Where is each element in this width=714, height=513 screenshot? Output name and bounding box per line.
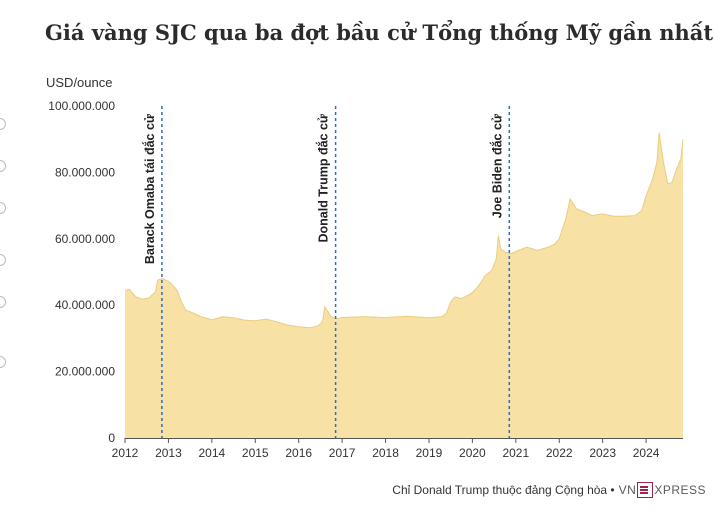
x-tick-label: 2023 bbox=[589, 446, 616, 460]
chart-title: Giá vàng SJC qua ba đợt bầu cử Tổng thốn… bbox=[45, 20, 714, 45]
x-tick-label: 2020 bbox=[459, 446, 486, 460]
election-marker-label: Donald Trump đắc cử bbox=[316, 113, 331, 242]
y-tick-label: 40.000.000 bbox=[55, 298, 115, 312]
x-tick-label: 2012 bbox=[112, 446, 139, 460]
y-axis-unit-label: USD/ounce bbox=[46, 75, 113, 90]
y-tick-label: 80.000.000 bbox=[55, 165, 115, 179]
x-tick-label: 2014 bbox=[198, 446, 225, 460]
x-tick-label: 2015 bbox=[242, 446, 269, 460]
y-tick-label: 100.000.000 bbox=[48, 99, 115, 113]
price-area bbox=[125, 132, 683, 438]
x-tick-label: 2022 bbox=[546, 446, 573, 460]
election-marker-label: Barack Omaba tái đắc cử bbox=[142, 113, 157, 264]
footer: Chỉ Donald Trump thuộc đảng Cộng hòa • V… bbox=[392, 482, 706, 498]
y-tick-label: 0 bbox=[108, 431, 115, 445]
election-marker-label: Joe Biden đắc cử bbox=[489, 113, 504, 218]
vnexpress-logo-icon bbox=[637, 482, 654, 498]
x-tick-label: 2013 bbox=[155, 446, 182, 460]
footer-note: Chỉ Donald Trump thuộc đảng Cộng hòa • bbox=[392, 483, 615, 497]
x-tick-label: 2018 bbox=[372, 446, 399, 460]
price-line bbox=[124, 132, 684, 329]
x-tick-label: 2019 bbox=[416, 446, 443, 460]
gold-price-chart: 0 20.000.000 40.000.000 60.000.000 80.000.00… bbox=[48, 99, 684, 460]
y-tick-label: 60.000.000 bbox=[55, 232, 115, 246]
x-tick-label: 2021 bbox=[502, 446, 529, 460]
y-tick-label: 20.000.000 bbox=[55, 365, 115, 379]
x-tick-label: 2017 bbox=[329, 446, 356, 460]
x-tick-label: 2016 bbox=[285, 446, 312, 460]
vnexpress-logo: VN XPRESS bbox=[618, 482, 706, 498]
x-tick-label: 2024 bbox=[633, 446, 660, 460]
